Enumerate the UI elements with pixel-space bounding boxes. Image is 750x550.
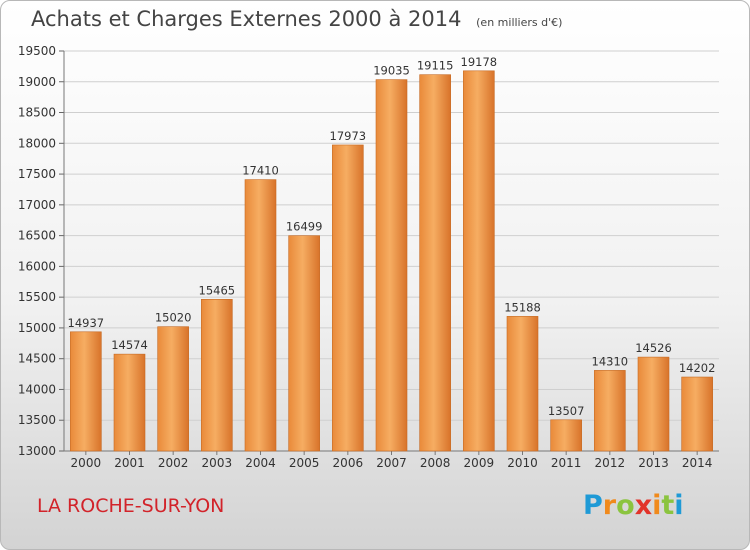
y-tick-label: 17500 — [18, 167, 56, 181]
logo-letter: o — [616, 490, 635, 521]
data-label: 17410 — [242, 164, 279, 178]
data-label: 14310 — [592, 354, 629, 368]
bar-2008 — [419, 74, 451, 452]
data-label: 19178 — [461, 55, 498, 69]
x-tick-label: 2014 — [682, 456, 713, 470]
data-label: 15188 — [504, 300, 541, 314]
bar-2009 — [463, 70, 495, 452]
x-tick-label: 2001 — [114, 456, 145, 470]
bar-2005 — [288, 235, 320, 452]
x-tick-label: 2006 — [333, 456, 364, 470]
bar-2006 — [332, 144, 364, 452]
data-label: 16499 — [286, 220, 323, 234]
bar-2003 — [201, 299, 233, 452]
y-tick-label: 19500 — [18, 44, 56, 58]
data-label: 19115 — [417, 59, 454, 73]
city-name: LA ROCHE-SUR-YON — [37, 495, 225, 517]
x-tick-label: 2013 — [638, 456, 669, 470]
logo-letter: r — [602, 490, 617, 521]
x-tick-label: 2004 — [245, 456, 276, 470]
x-tick-label: 2012 — [595, 456, 626, 470]
logo-letter: x — [634, 490, 653, 521]
x-tick-label: 2011 — [551, 456, 582, 470]
x-tick-label: 2002 — [158, 456, 189, 470]
y-tick-labels: 13000 13500 14000 14500 15000 15500 16000 16500… — [18, 44, 56, 458]
logo-letter: t — [661, 490, 675, 521]
x-tick-label: 2010 — [507, 456, 538, 470]
bar-2013 — [637, 356, 670, 452]
x-tick-label: 2000 — [71, 456, 102, 470]
y-tick-label: 16000 — [18, 259, 56, 273]
y-tick-label: 18500 — [18, 106, 56, 120]
data-label: 19035 — [373, 64, 410, 78]
y-tick-label: 18000 — [18, 136, 56, 150]
bar-2000 — [70, 331, 102, 452]
logo-letter: i — [652, 490, 662, 521]
data-label: 15020 — [155, 311, 192, 325]
x-tick-label: 2009 — [464, 456, 495, 470]
x-tick-labels: 2000 2001 2002 2003 2004 2005 2006 2007 2008 2009… — [71, 456, 713, 470]
data-labels: 14937 14574 15020 15465 17410 16499 17973 19035… — [68, 55, 716, 418]
data-label: 13507 — [548, 404, 585, 418]
proxiti-logo[interactable]: Proxiti — [583, 490, 684, 521]
bar-2012 — [594, 370, 626, 452]
bar-2011 — [550, 419, 582, 452]
y-tick-label: 13500 — [18, 413, 56, 427]
bar-2001 — [113, 353, 146, 452]
bar-2010 — [506, 316, 539, 452]
data-label: 14937 — [68, 316, 105, 330]
bar-2014 — [681, 376, 713, 452]
data-label: 17973 — [330, 129, 367, 143]
bar-2007 — [375, 79, 408, 452]
chart-title: Achats et Charges Externes 2000 à 2014 (… — [31, 7, 562, 31]
x-tick-label: 2003 — [202, 456, 233, 470]
x-tick-label: 2008 — [420, 456, 451, 470]
data-label: 14574 — [111, 338, 148, 352]
y-tick-label: 16500 — [18, 229, 56, 243]
bars — [70, 70, 713, 452]
y-tick-label: 13000 — [18, 444, 56, 458]
bar-2004 — [244, 179, 277, 452]
data-label: 15465 — [199, 283, 236, 297]
y-tick-label: 19000 — [18, 75, 56, 89]
logo-letter: P — [583, 490, 603, 521]
title-text: Achats et Charges Externes 2000 à 2014 — [31, 7, 462, 31]
x-tick-label: 2005 — [289, 456, 320, 470]
logo-letter: i — [674, 490, 684, 521]
y-tick-label: 17000 — [18, 198, 56, 212]
bar-2002 — [157, 326, 189, 452]
y-tick-label: 15000 — [18, 321, 56, 335]
y-tick-label: 14500 — [18, 352, 56, 366]
x-tick-label: 2007 — [376, 456, 407, 470]
y-tick-label: 14000 — [18, 382, 56, 396]
data-label: 14202 — [679, 361, 716, 375]
y-tick-label: 15500 — [18, 290, 56, 304]
data-label: 14526 — [635, 341, 672, 355]
subtitle-text: (en milliers d'€) — [476, 16, 563, 29]
